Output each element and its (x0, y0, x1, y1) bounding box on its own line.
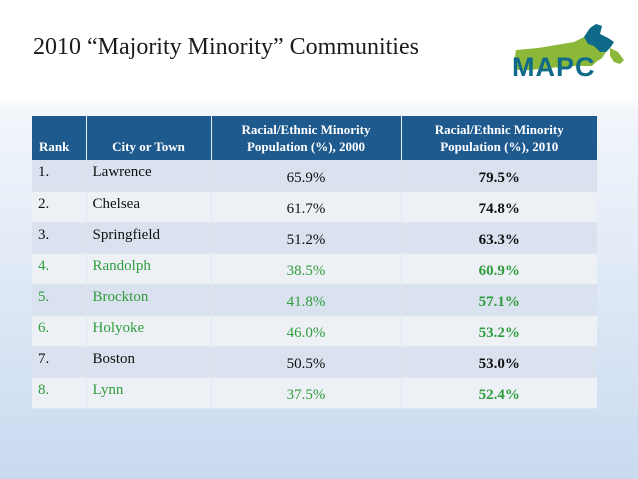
rank-cell: 3. (32, 222, 87, 254)
rank-cell: 1. (32, 160, 87, 192)
pop-2010-cell: 57.1% (401, 284, 597, 316)
table-row: 6. Holyoke 46.0% 53.2% (32, 315, 597, 347)
mapc-logo-text: MAPC (512, 52, 596, 82)
pop-2000-cell: 46.0% (211, 315, 402, 347)
city-cell: Randolph (86, 253, 212, 285)
header-pop-2000: Racial/Ethnic Minority Population (%), 2… (211, 116, 402, 160)
table-row: 5. Brockton 41.8% 57.1% (32, 284, 597, 316)
pop-2010-cell: 60.9% (401, 253, 597, 285)
pop-2010-cell: 52.4% (401, 377, 597, 409)
table-header-row: Rank City or Town Racial/Ethnic Minority… (32, 116, 597, 160)
city-cell: Brockton (86, 284, 212, 316)
pop-2000-cell: 61.7% (211, 191, 402, 223)
table-row: 4. Randolph 38.5% 60.9% (32, 253, 597, 285)
slide-header: 2010 “Majority Minority” Communities MAP… (0, 0, 638, 100)
city-cell: Lawrence (86, 160, 212, 192)
rank-cell: 4. (32, 253, 87, 285)
city-cell: Boston (86, 346, 212, 378)
majority-minority-table: Rank City or Town Racial/Ethnic Minority… (32, 116, 597, 409)
table-row: 3. Springfield 51.2% 63.3% (32, 222, 597, 254)
table-row: 2. Chelsea 61.7% 74.8% (32, 191, 597, 223)
table-row: 7. Boston 50.5% 53.0% (32, 346, 597, 378)
table-row: 8. Lynn 37.5% 52.4% (32, 377, 597, 409)
pop-2000-cell: 65.9% (211, 160, 402, 192)
table-row: 1. Lawrence 65.9% 79.5% (32, 160, 597, 192)
rank-cell: 2. (32, 191, 87, 223)
pop-2010-cell: 79.5% (401, 160, 597, 192)
pop-2010-cell: 63.3% (401, 222, 597, 254)
header-city: City or Town (86, 116, 212, 160)
city-cell: Holyoke (86, 315, 212, 347)
pop-2000-cell: 37.5% (211, 377, 402, 409)
rank-cell: 8. (32, 377, 87, 409)
city-cell: Lynn (86, 377, 212, 409)
pop-2010-cell: 53.2% (401, 315, 597, 347)
pop-2000-cell: 51.2% (211, 222, 402, 254)
mapc-logo-map-icon (514, 24, 624, 70)
rank-cell: 5. (32, 284, 87, 316)
pop-2000-cell: 38.5% (211, 253, 402, 285)
slide-title: 2010 “Majority Minority” Communities (33, 34, 419, 60)
pop-2000-cell: 50.5% (211, 346, 402, 378)
pop-2010-cell: 74.8% (401, 191, 597, 223)
pop-2000-cell: 41.8% (211, 284, 402, 316)
rank-cell: 7. (32, 346, 87, 378)
city-cell: Springfield (86, 222, 212, 254)
city-cell: Chelsea (86, 191, 212, 223)
header-rank: Rank (32, 116, 87, 160)
header-pop-2010: Racial/Ethnic Minority Population (%), 2… (401, 116, 597, 160)
pop-2010-cell: 53.0% (401, 346, 597, 378)
rank-cell: 6. (32, 315, 87, 347)
